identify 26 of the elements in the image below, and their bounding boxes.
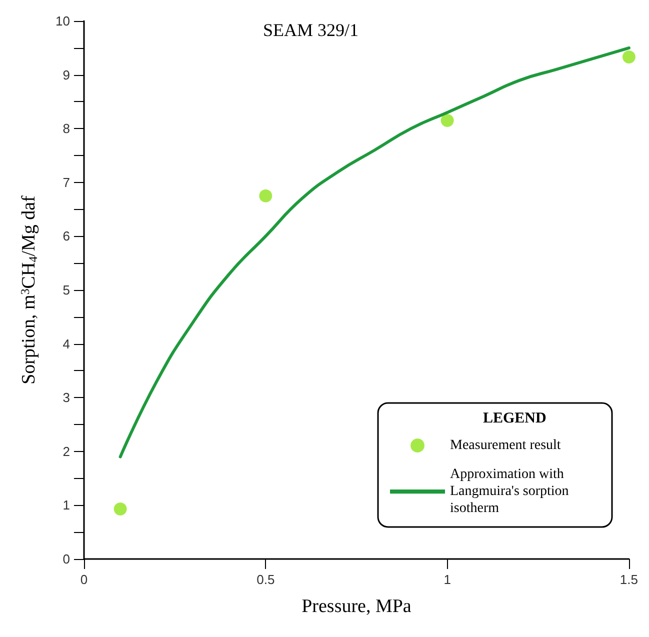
y-tick-label: 2 bbox=[62, 444, 70, 459]
y-tick-label: 8 bbox=[62, 121, 70, 136]
legend-label: Approximation with Langmuira's sorption isotherm bbox=[450, 467, 572, 516]
x-tick-label: 1 bbox=[444, 572, 451, 587]
y-tick-label: 9 bbox=[62, 67, 70, 82]
y-tick-label: 3 bbox=[62, 390, 70, 406]
legend-label: Measurement result bbox=[450, 438, 561, 453]
x-tick-label: 0.5 bbox=[256, 572, 275, 587]
point bbox=[622, 50, 636, 64]
y-axis-title: Sorption, m3CH4/Mg daf bbox=[18, 194, 40, 384]
y-tick-label: 10 bbox=[56, 14, 70, 28]
x-tick-label: 0 bbox=[80, 572, 88, 587]
point bbox=[259, 189, 272, 202]
y-tick-label: 1 bbox=[62, 498, 70, 513]
legend-title: LEGEND bbox=[483, 410, 547, 426]
x-axis-title: Pressure, MPa bbox=[302, 596, 412, 617]
point bbox=[440, 114, 454, 128]
chart-title: SEAM 329/1 bbox=[263, 20, 359, 40]
y-tick-label: 6 bbox=[62, 228, 70, 244]
y-tick-label: 4 bbox=[62, 336, 70, 352]
y-tick-label: 7 bbox=[62, 174, 70, 190]
line-series bbox=[118, 46, 630, 458]
y-tick-label: 5 bbox=[62, 282, 70, 298]
point bbox=[114, 502, 127, 516]
x-tick-label: 1.5 bbox=[620, 572, 638, 587]
y-tick-label: 0 bbox=[62, 552, 70, 566]
